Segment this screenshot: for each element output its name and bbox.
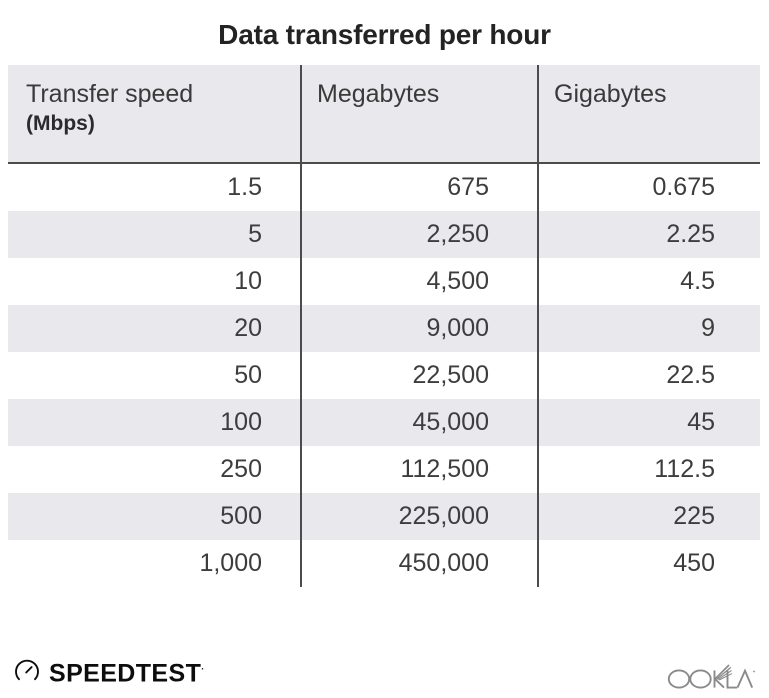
cell-megabytes: 225,000	[300, 493, 538, 540]
cell-gigabytes: 4.5	[537, 258, 760, 305]
cell-gigabytes: 22.5	[537, 352, 760, 399]
table-header-row: Transfer speed (Mbps) Megabytes Gigabyte…	[8, 65, 760, 164]
footer: SPEEDTEST·	[0, 640, 769, 698]
table-header: Transfer speed (Mbps) Megabytes Gigabyte…	[8, 65, 760, 164]
cell-transfer-speed: 20	[8, 305, 301, 352]
table-row: 500 225,000 225	[8, 493, 760, 540]
column-header-megabytes-inner: Megabytes	[302, 65, 537, 160]
cell-transfer-speed: 5	[8, 211, 301, 258]
column-header-transfer-speed: Transfer speed (Mbps)	[8, 65, 301, 164]
speedtest-trademark-icon: ·	[201, 663, 205, 674]
cell-gigabytes: 112.5	[537, 446, 760, 493]
cell-gigabytes: 2.25	[537, 211, 760, 258]
speedtest-logo: SPEEDTEST·	[14, 656, 204, 686]
cell-megabytes: 22,500	[300, 352, 538, 399]
cell-megabytes: 2,250	[300, 211, 538, 258]
speedtest-wordmark: SPEEDTEST·	[49, 656, 204, 686]
column-header-transfer-speed-inner: Transfer speed (Mbps)	[8, 65, 300, 160]
speedtest-wordmark-text: SPEEDTEST	[49, 659, 202, 688]
table-row: 1.5 675 0.675	[8, 163, 760, 211]
cell-transfer-speed: 50	[234, 361, 262, 389]
table-row: 100 45,000 45	[8, 399, 760, 446]
cell-megabytes: 4,500	[300, 258, 538, 305]
page-title: Data transferred per hour	[218, 19, 551, 50]
cell-transfer-speed: 10	[234, 267, 262, 295]
cell-gigabytes: 225	[537, 493, 760, 540]
table-row: 10 4,500 4.5	[8, 258, 760, 305]
table-row: 50 22,500 22.5	[8, 352, 760, 399]
cell-transfer-speed: 1,000	[199, 549, 262, 577]
cell-megabytes: 450,000	[300, 540, 538, 587]
column-header-gigabytes-inner: Gigabytes	[539, 65, 760, 160]
data-table: Transfer speed (Mbps) Megabytes Gigabyte…	[8, 65, 760, 587]
column-header-megabytes: Megabytes	[300, 65, 538, 164]
cell-megabytes: 9,000	[300, 305, 538, 352]
table-row: 1,000 450,000 450	[8, 540, 760, 587]
table-row: 20 9,000 9	[8, 305, 760, 352]
cell-gigabytes: 450	[537, 540, 760, 587]
cell-megabytes: 675	[300, 163, 538, 211]
ookla-logo	[667, 660, 755, 690]
cell-transfer-speed: 1.5	[227, 173, 262, 201]
column-header-gigabytes-label: Gigabytes	[554, 80, 667, 108]
cell-transfer-speed: 250	[220, 455, 262, 483]
cell-megabytes: 112,500	[300, 446, 538, 493]
column-header-megabytes-label: Megabytes	[317, 80, 440, 108]
speedometer-gauge-icon	[14, 658, 40, 684]
cell-gigabytes: 0.675	[537, 163, 760, 211]
column-header-gigabytes: Gigabytes	[537, 65, 760, 164]
cell-transfer-speed: 500	[8, 493, 301, 540]
cell-transfer-speed: 100	[8, 399, 301, 446]
ookla-wordmark-icon	[667, 664, 755, 689]
data-table-container: Transfer speed (Mbps) Megabytes Gigabyte…	[8, 65, 760, 587]
table-body: 1.5 675 0.675 5 2,250 2.25 10 4,500 4.5 …	[8, 163, 760, 587]
cell-megabytes: 45,000	[300, 399, 538, 446]
cell-gigabytes: 45	[537, 399, 760, 446]
column-header-transfer-speed-label: Transfer speed	[26, 80, 194, 108]
table-row: 250 112,500 112.5	[8, 446, 760, 493]
cell-gigabytes: 9	[537, 305, 760, 352]
column-header-transfer-speed-unit: (Mbps)	[26, 112, 95, 135]
table-row: 5 2,250 2.25	[8, 211, 760, 258]
